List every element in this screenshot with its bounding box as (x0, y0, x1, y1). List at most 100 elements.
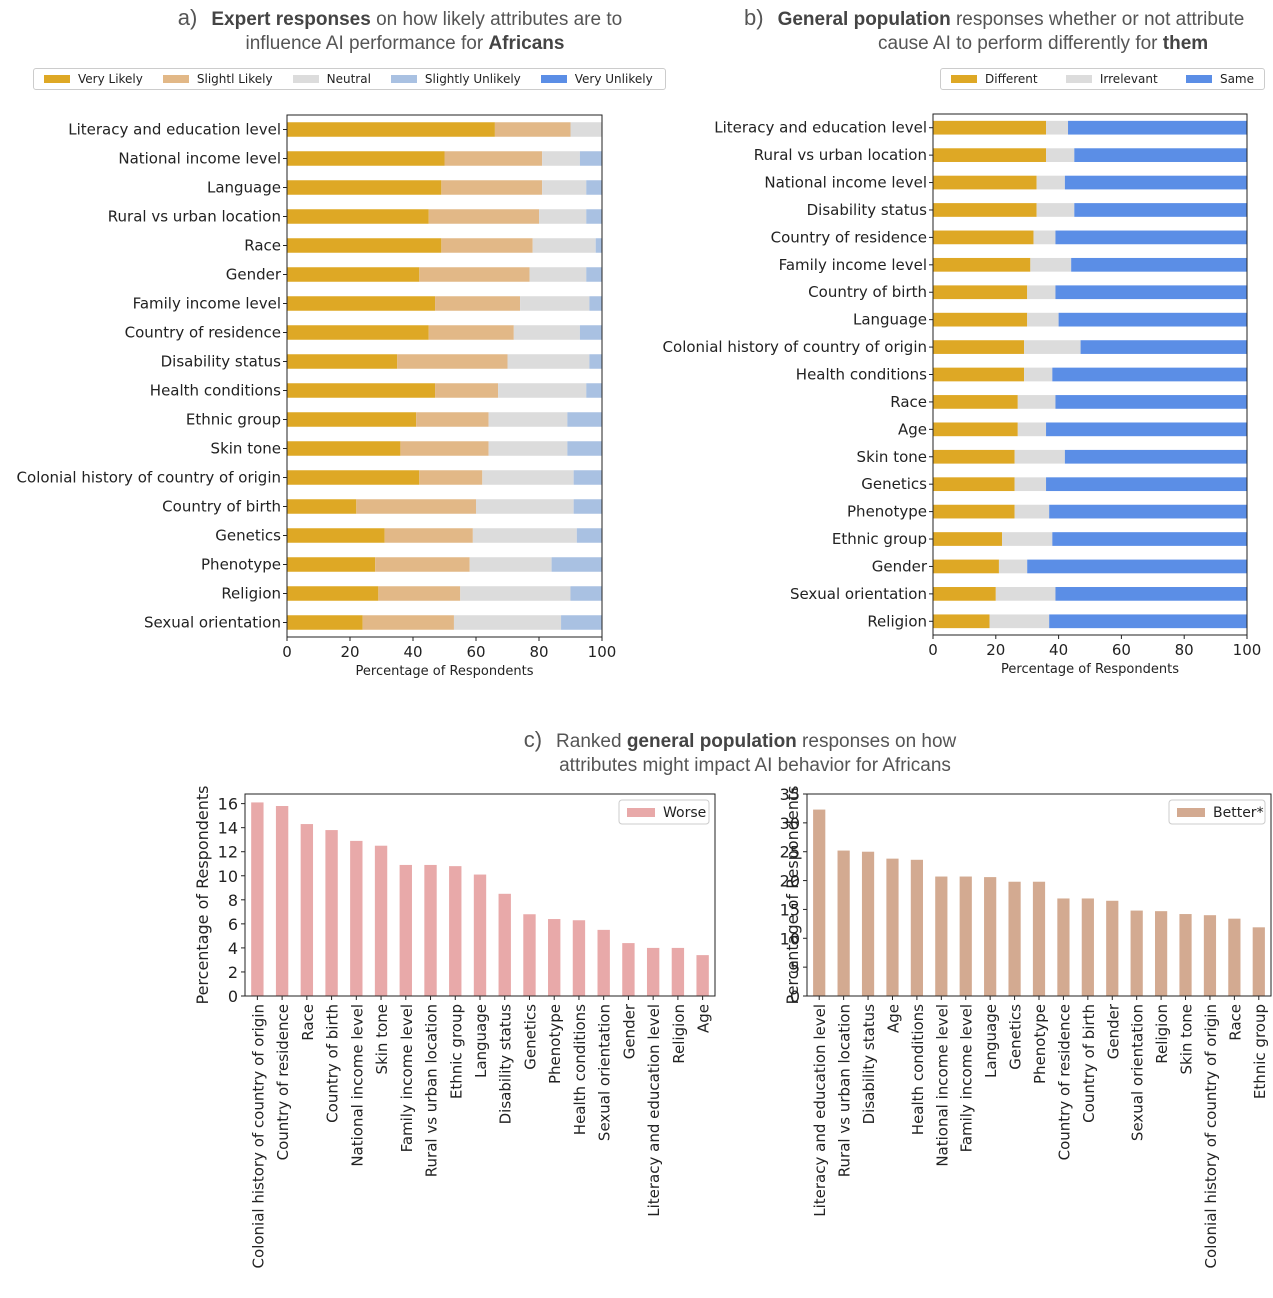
chart-b-legend: Different Irrelevant Same (940, 68, 1265, 90)
category-label: Religion (867, 612, 927, 630)
bar-segment (1058, 312, 1247, 327)
category-label: Ethnic group (186, 411, 281, 429)
bar-segment (1049, 504, 1247, 519)
y-tick-label: 0 (790, 987, 800, 1006)
category-label: Colonial history of country of origin (249, 1004, 267, 1268)
bar (374, 845, 388, 996)
bar-segment (428, 325, 514, 340)
category-label: Sexual orientation (790, 585, 927, 603)
category-label: Rural vs urban location (423, 1004, 441, 1177)
bar-segment (595, 238, 602, 253)
bar-segment (570, 586, 602, 601)
category-label: Literacy and education level (811, 1004, 829, 1217)
x-tick-label: 0 (282, 643, 292, 661)
bar-segment (444, 151, 543, 166)
panel-b-title: b) General population responses whether o… (744, 6, 1273, 56)
bar (523, 914, 536, 996)
bar-segment (529, 267, 587, 282)
bar-segment (287, 557, 376, 572)
category-label: Race (890, 393, 927, 411)
bar (1008, 881, 1021, 996)
bar-segment (933, 587, 996, 601)
panel-a-title-bold2: Africans (488, 33, 565, 54)
bar-segment (933, 312, 1028, 327)
bar (813, 809, 826, 996)
x-tick-label: 40 (403, 643, 422, 661)
category-label: Rural vs urban location (108, 208, 281, 226)
category-label: Country of residence (274, 1004, 292, 1160)
x-tick-label: 100 (588, 643, 617, 661)
category-label: Genetics (521, 1004, 539, 1070)
x-tick-label: 100 (1233, 641, 1262, 659)
bar-segment (589, 354, 602, 369)
x-tick-label: 60 (466, 643, 485, 661)
chart-b: Literacy and education level Rural vs urb… (663, 113, 1262, 677)
bar-segment (1014, 504, 1050, 519)
x-tick-label: 80 (529, 643, 548, 661)
bar-segment (589, 296, 602, 311)
bar (350, 840, 363, 996)
bar-segment (933, 449, 1015, 464)
bar (1203, 915, 1217, 996)
category-label: Disability status (161, 353, 282, 371)
y-tick-label: 12 (218, 843, 238, 862)
category-label: Age (898, 420, 927, 438)
y-tick-label: 14 (218, 819, 238, 838)
bar-segment (1027, 285, 1056, 300)
legend-box (1168, 799, 1266, 825)
chart-c-better: Literacy and education level Rural vs urb… (780, 785, 1272, 1268)
category-label: Genetics (861, 475, 927, 493)
category-label: Religion (1153, 1004, 1171, 1064)
category-label: Race (299, 1004, 317, 1041)
bar-segment (469, 557, 552, 572)
bar-segment (287, 383, 436, 398)
bar-segment (586, 209, 602, 224)
bar-segment (1024, 340, 1081, 354)
bar-segment (933, 395, 1018, 409)
bar-segment (933, 285, 1028, 300)
bar-segment (933, 230, 1034, 245)
category-label: Age (695, 1004, 713, 1033)
category-label: Skin tone (211, 440, 281, 458)
bar-segment (419, 267, 530, 282)
category-label: Religion (221, 585, 281, 603)
bar-segment (460, 586, 571, 601)
category-label: Phenotype (546, 1004, 564, 1084)
bar (399, 864, 412, 996)
category-label: Country of birth (162, 498, 281, 516)
category-label: Literacy and education level (68, 121, 281, 139)
panel-b-title-bold: General population (777, 9, 951, 30)
bar-segment (1074, 148, 1247, 162)
bar-segment (561, 615, 602, 630)
bar-segment (1046, 477, 1247, 492)
panel-a-title-line2: influence AI performance for (245, 33, 489, 54)
y-tick-label: 25 (780, 843, 800, 862)
bar-segment (998, 559, 1028, 574)
category-label: Disability status (860, 1004, 878, 1125)
y-tick-label: 0 (228, 987, 238, 1006)
bar-segment (287, 586, 379, 601)
chart-c-worse: Colonial history of country of origin Cou… (193, 785, 716, 1268)
bar-segment (287, 615, 363, 630)
bar-segment (287, 441, 401, 456)
bar-segment (507, 354, 590, 369)
category-label: Genetics (215, 527, 281, 545)
panel-b-title-bold2: them (1162, 33, 1209, 54)
bar-segment (579, 325, 602, 340)
legend-swatch (44, 75, 70, 83)
y-tick-label: 4 (228, 939, 238, 958)
y-tick-label: 20 (780, 872, 800, 891)
x-tick-label: 0 (928, 641, 938, 659)
bar (424, 864, 437, 996)
legend-swatch (627, 808, 655, 817)
bar-segment (287, 209, 429, 224)
y-axis-label: Percentage of Respondents (783, 785, 802, 1004)
category-label: Disability status (807, 201, 928, 219)
bar-segment (453, 615, 562, 630)
category-label: Skin tone (857, 448, 927, 466)
bar-segment (933, 504, 1015, 519)
bar-segment (400, 441, 489, 456)
bar-segment (933, 614, 990, 629)
bar-segment (287, 151, 445, 166)
category-label: Disability status (497, 1004, 515, 1125)
